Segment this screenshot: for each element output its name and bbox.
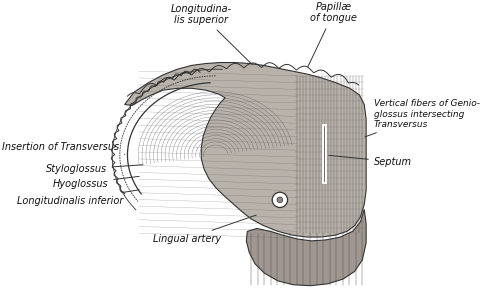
Text: Papillæ
of tongue: Papillæ of tongue — [308, 2, 357, 67]
Text: Septum: Septum — [328, 155, 412, 167]
Text: Styloglossus: Styloglossus — [46, 164, 143, 174]
Polygon shape — [246, 209, 366, 286]
Circle shape — [272, 192, 287, 208]
Text: Hyoglossus: Hyoglossus — [52, 176, 139, 189]
Text: Insertion of Transversus: Insertion of Transversus — [2, 142, 124, 155]
Polygon shape — [124, 62, 366, 237]
Text: Lingual artery: Lingual artery — [153, 215, 256, 244]
Text: Longitudinalis inferior: Longitudinalis inferior — [18, 190, 139, 206]
Text: Longitudina-
lis superior: Longitudina- lis superior — [170, 4, 252, 64]
Circle shape — [277, 197, 283, 203]
Text: Vertical fibers of Genio-
glossus intersecting
Transversus: Vertical fibers of Genio- glossus inters… — [365, 99, 480, 137]
